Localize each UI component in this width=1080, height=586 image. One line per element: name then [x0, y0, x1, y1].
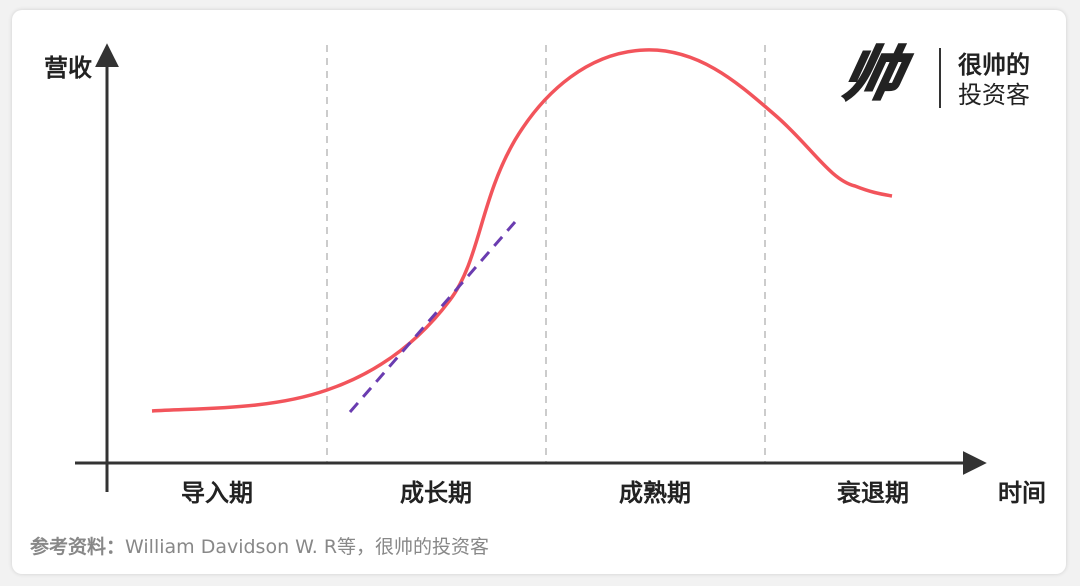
life-cycle-curve [151, 48, 893, 413]
source-label: 参考资料： [30, 535, 125, 558]
logo-text: 很帅的 [958, 51, 1030, 79]
logo-mark: 帅 [837, 41, 916, 108]
stage-label: 成熟期 [619, 479, 691, 507]
stage-label: 导入期 [181, 479, 253, 507]
y-axis-label: 营收 [44, 54, 92, 82]
source-text: William Davidson W. R等，很帅的投资客 [125, 536, 489, 558]
x-axis-label: 时间 [998, 479, 1046, 507]
source-note: 参考资料：William Davidson W. R等，很帅的投资客 [30, 535, 489, 558]
tangent-line [348, 221, 517, 413]
stage-label: 衰退期 [836, 479, 909, 507]
stage-label: 成长期 [400, 479, 472, 507]
logo-text: 投资客 [958, 81, 1030, 109]
stage-dividers [326, 45, 766, 463]
